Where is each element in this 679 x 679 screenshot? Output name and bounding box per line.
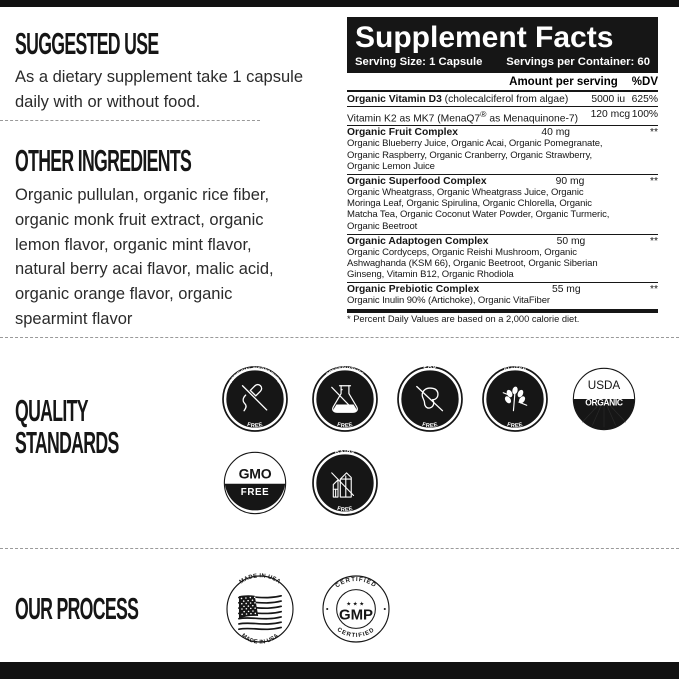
svg-text:FREE: FREE	[241, 487, 270, 498]
svg-text:GMP: GMP	[339, 607, 373, 624]
svg-text:GMO: GMO	[239, 465, 272, 481]
svg-text:ORGANIC: ORGANIC	[585, 397, 623, 407]
svg-text:USDA: USDA	[588, 379, 621, 392]
svg-text:SOY: SOY	[423, 366, 437, 373]
